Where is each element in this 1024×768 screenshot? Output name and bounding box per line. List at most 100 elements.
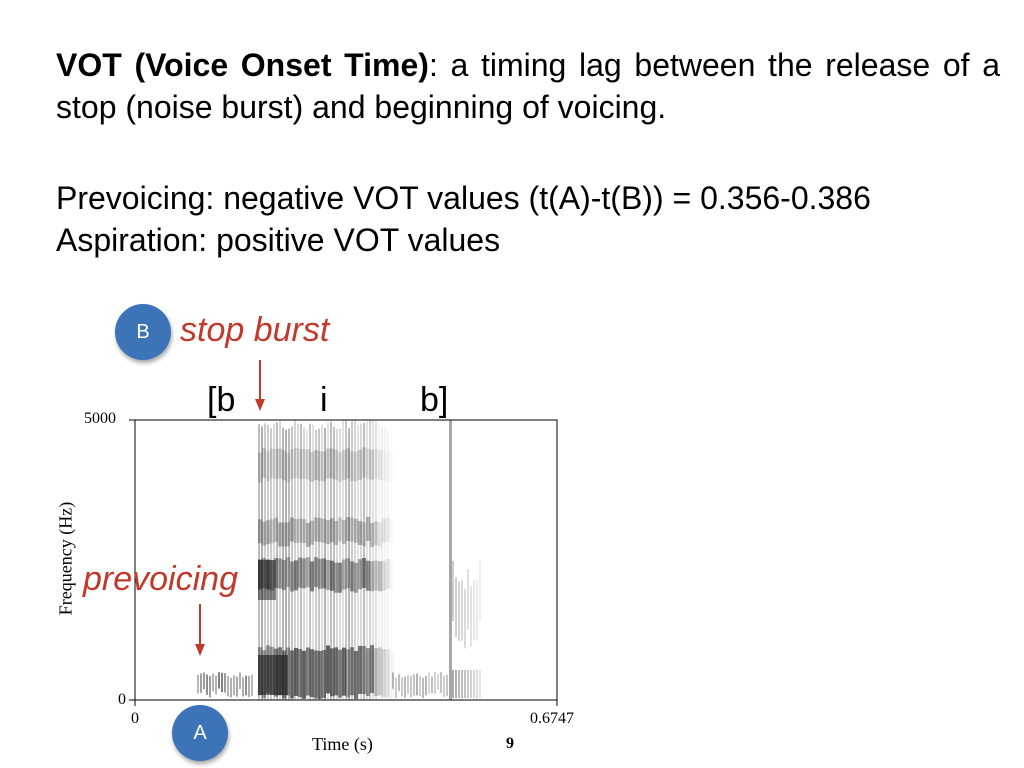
glottal-striation [294, 420, 296, 700]
formant-band [382, 648, 386, 697]
formant-band [334, 449, 338, 480]
formant-band [342, 559, 346, 590]
formant-band [382, 560, 386, 591]
formant-band [274, 517, 278, 542]
formant-band [270, 519, 274, 544]
glottal-striation [348, 428, 350, 700]
glottal-striation [324, 427, 326, 700]
final-burst-low [455, 670, 457, 698]
closure-voicing [443, 675, 445, 697]
spectrogram-marks [197, 420, 481, 700]
glottal-striation [327, 422, 329, 700]
formant-band [322, 558, 326, 589]
formant-band [306, 522, 310, 547]
x-min-label: 0 [131, 710, 139, 727]
formant-band [274, 448, 278, 479]
formant-band [378, 449, 382, 480]
formant-band [262, 558, 266, 589]
formant-band [354, 518, 358, 543]
closure-voicing [404, 676, 406, 698]
formant-band [318, 451, 322, 482]
final-burst-noise [455, 576, 457, 637]
formant-band [326, 645, 330, 694]
formant-band [390, 519, 394, 543]
voice-bar-striation [206, 674, 208, 695]
formant-band [310, 649, 314, 698]
final-burst-noise [461, 580, 463, 641]
glottal-striation [264, 423, 266, 700]
voice-bar-striation [212, 673, 214, 692]
formant-band [330, 448, 334, 479]
glottal-striation [309, 423, 311, 700]
formant-band [318, 558, 322, 589]
formant-band [318, 650, 322, 699]
voice-bar-striation [239, 672, 241, 689]
formant-band [330, 648, 334, 697]
voice-bar-striation [230, 677, 232, 698]
glottal-striation [336, 428, 338, 700]
formant-band [266, 451, 270, 482]
formant-band [286, 522, 290, 547]
formant-band [346, 558, 350, 589]
voice-bar-striation [209, 675, 211, 698]
formant-band [378, 522, 382, 547]
final-burst-noise [464, 588, 466, 649]
vot-definition: VOT (Voice Onset Time): a timing lag bet… [56, 44, 1000, 128]
segment-label: i [320, 381, 328, 419]
final-burst-low [470, 670, 472, 698]
glottal-striation [279, 421, 281, 700]
prevoicing-line: Prevoicing: negative VOT values (t(A)-t(… [56, 180, 871, 216]
final-burst-low [458, 670, 460, 698]
formant-band [378, 647, 382, 696]
final-burst-noise [452, 560, 454, 621]
formant-band [278, 522, 282, 547]
closure-voicing [425, 675, 427, 696]
voice-bar-striation [242, 677, 244, 697]
formant-band [362, 522, 366, 547]
glottal-striation [303, 427, 305, 700]
formant-band [302, 519, 306, 544]
final-burst-noise [476, 581, 478, 642]
glottal-striation [267, 424, 269, 700]
glottal-striation [366, 421, 368, 700]
formant-band [374, 648, 378, 697]
formant-band [358, 645, 362, 694]
formant-band [270, 448, 274, 479]
formant-band [278, 558, 282, 589]
closure-voicing [419, 675, 421, 697]
formant-band [310, 520, 314, 545]
formant-band [322, 518, 326, 543]
formant-band [282, 560, 286, 591]
glottal-striation [276, 422, 278, 700]
formant-band [298, 649, 302, 698]
formant-band [370, 522, 374, 547]
glottal-striation [372, 420, 374, 700]
glottal-striation [360, 423, 362, 700]
formant-band [334, 562, 338, 593]
formant-band [330, 560, 334, 591]
voice-bar-striation [218, 672, 220, 689]
formant-band [362, 447, 366, 478]
final-burst-low [461, 670, 463, 698]
formant-band [338, 562, 342, 593]
formant-band [314, 450, 318, 481]
final-burst-noise [470, 586, 472, 647]
final-burst-low [467, 670, 469, 698]
glottal-striation [342, 420, 344, 700]
formant-band [318, 517, 322, 542]
closure-voicing [392, 672, 394, 689]
formant-band [302, 448, 306, 479]
formant-band [302, 650, 306, 699]
closure-voicing [428, 672, 430, 694]
formant-band [378, 561, 382, 592]
formant-band [374, 560, 378, 591]
glottal-striation [300, 423, 302, 700]
glottal-striation [354, 420, 356, 700]
formant-band [270, 560, 274, 591]
formant-band [286, 557, 290, 588]
formant-band [350, 647, 354, 696]
badge-b: B [115, 304, 171, 360]
glottal-striation [315, 429, 317, 700]
formant-band [334, 647, 338, 696]
